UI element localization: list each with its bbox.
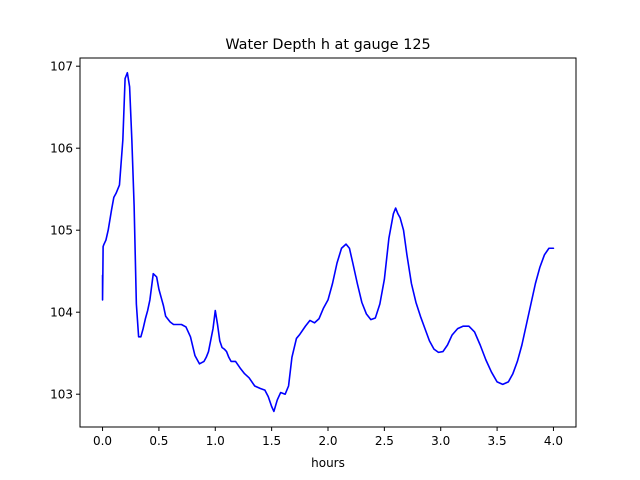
- y-tick-label: 107: [50, 60, 73, 74]
- x-axis: 0.0 0.5 1.0 1.5 2.0 2.5 3.0 3.5 4.0: [93, 427, 563, 448]
- x-tick-label: 1.0: [206, 434, 225, 448]
- y-tick-label: 105: [50, 224, 73, 238]
- x-tick-label: 2.5: [375, 434, 394, 448]
- x-tick-label: 2.0: [318, 434, 337, 448]
- x-tick-label: 0.0: [93, 434, 112, 448]
- x-tick-label: 1.5: [262, 434, 281, 448]
- x-tick-label: 3.5: [488, 434, 507, 448]
- chart-title: Water Depth h at gauge 125: [225, 37, 430, 53]
- y-tick-label: 106: [50, 142, 73, 156]
- plot-area: [101, 71, 555, 413]
- x-axis-label: hours: [311, 456, 345, 470]
- y-tick-label: 104: [50, 306, 73, 320]
- y-tick-label: 103: [50, 388, 73, 402]
- x-tick-label: 4.0: [544, 434, 563, 448]
- series-line-0: [101, 71, 555, 413]
- x-tick-label: 3.0: [431, 434, 450, 448]
- x-tick-label: 0.5: [149, 434, 168, 448]
- y-axis: 103 104 105 106 107: [50, 60, 80, 402]
